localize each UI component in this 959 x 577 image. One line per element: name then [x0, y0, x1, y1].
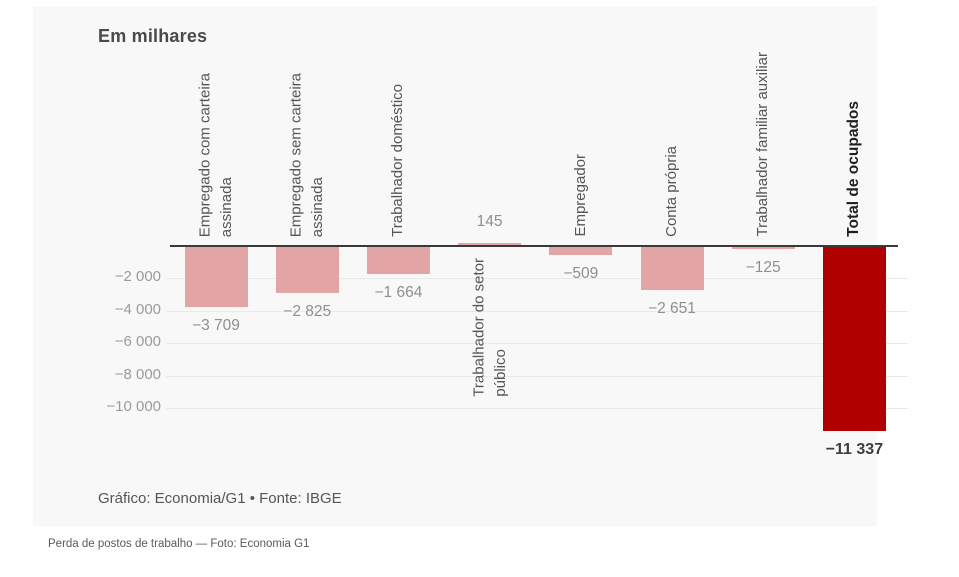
gridline: [166, 408, 908, 409]
bar-5: [549, 247, 613, 256]
chart-card: Em milhares −2 000 −4 000 −6 000 −8 000 −10 …: [33, 6, 908, 526]
y-axis-tick-label: −6 000: [114, 333, 161, 351]
bar-category-label: Empregado sem carteira assinada: [287, 72, 327, 237]
bar-category-label: Conta própria: [663, 146, 681, 237]
bar-6: [640, 247, 704, 290]
bar-category-label: Trabalhador doméstico: [389, 84, 407, 237]
bar-2: [275, 247, 339, 293]
y-axis-tick-label: −4 000: [114, 300, 161, 318]
bar-3: [366, 247, 430, 274]
bar-value-label: −11 337: [825, 440, 884, 458]
bar-7: [731, 247, 795, 249]
bar-value-label: −3 709: [192, 317, 240, 335]
bar-category-label: Empregador: [571, 154, 589, 237]
bar-value-label: −2 825: [283, 302, 332, 320]
bar-4: [458, 242, 522, 245]
bar-category-label: Trabalhador familiar auxiliar: [754, 52, 772, 237]
chart-title: Em milhares: [98, 26, 208, 46]
y-axis-tick-label: −2 000: [114, 268, 161, 286]
bar-value-label: −1 664: [374, 284, 423, 301]
bar-1: [184, 247, 248, 308]
chart-credit: Gráfico: Economia/G1 • Fonte: IBGE: [98, 490, 342, 507]
bar-value-label: 145: [476, 212, 503, 230]
bar-value-label: −2 651: [648, 299, 696, 317]
bar-category-label: Total de ocupados: [845, 101, 863, 237]
gridline: [166, 310, 908, 312]
bar-category-label: Empregado com carteira assinada: [196, 72, 235, 237]
gridline: [166, 343, 908, 345]
y-axis-tick-label: −10 000: [106, 398, 161, 415]
bar-chart: −2 000 −4 000 −6 000 −8 000 −10 000 −3 709 Emp…: [33, 6, 959, 577]
gridline: [166, 375, 908, 377]
bar-8: [822, 247, 886, 431]
bar-value-label: −509: [563, 265, 599, 283]
x-axis-line: [170, 245, 898, 247]
y-axis-tick-label: −8 000: [114, 365, 161, 383]
gridline: [166, 278, 908, 280]
image-caption: Perda de postos de trabalho — Foto: Econ…: [48, 538, 310, 550]
bar-category-label: Trabalhador do setor público: [469, 258, 509, 397]
bar-value-label: −125: [745, 259, 781, 276]
